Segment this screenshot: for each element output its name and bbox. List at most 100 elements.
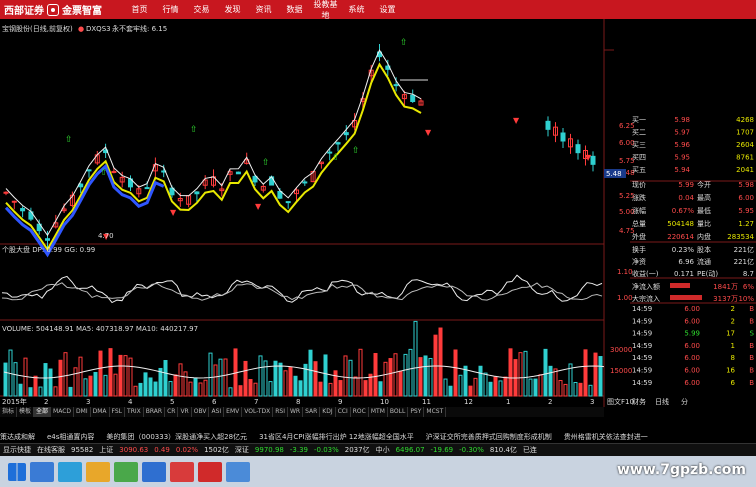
volume-bar: [253, 382, 258, 397]
indicator-tab[interactable]: VR: [178, 407, 192, 417]
volume-bar: [13, 362, 18, 397]
indicator-tab[interactable]: DMA: [91, 407, 110, 417]
menu-item[interactable]: 系统: [348, 5, 365, 14]
indicator-tab[interactable]: MCST: [424, 407, 447, 417]
menu-item[interactable]: 投教基地: [313, 0, 338, 20]
indicator-tab[interactable]: ASI: [209, 407, 225, 417]
sme-index-amount: 810.4亿: [489, 446, 517, 454]
candle-body: [568, 138, 573, 148]
indicator-tab[interactable]: VOL-TDX: [242, 407, 274, 417]
menu-item[interactable]: 交易: [193, 5, 210, 14]
x-axis-label: 4: [128, 398, 133, 406]
windows-start-icon[interactable]: [8, 462, 26, 481]
indicator-tab[interactable]: 全部: [34, 407, 52, 417]
news-headline[interactable]: 策达成和解: [0, 433, 35, 441]
taskbar-app-icon[interactable]: [170, 461, 194, 482]
indicator-tab[interactable]: BOLL: [388, 407, 409, 417]
candle-body: [36, 223, 42, 232]
indicator-tab[interactable]: 指标: [0, 407, 18, 417]
quote-tab[interactable]: 图文F10: [607, 397, 634, 406]
volume-bar: [153, 381, 158, 397]
indicator-tab[interactable]: RSI: [273, 407, 288, 417]
news-headline[interactable]: 31省区4月CPI涨幅排行出炉 12地涨幅超全国水平: [259, 433, 414, 441]
indicator-tab[interactable]: SAR: [303, 407, 321, 417]
sell-signal-icon: ▼: [255, 202, 262, 211]
sz-index-amount: 2037亿: [344, 446, 370, 454]
tick-time: 14:59: [632, 330, 652, 338]
candle-body: [285, 201, 291, 204]
indicator-tab[interactable]: ROC: [351, 407, 369, 417]
menu-item[interactable]: 首页: [131, 5, 148, 14]
candle-body: [252, 175, 258, 183]
menu-item[interactable]: 资讯: [255, 5, 272, 14]
menu-item[interactable]: 数据: [286, 5, 303, 14]
taskbar-app-icon[interactable]: [58, 461, 82, 482]
indicator-tab[interactable]: MTM: [369, 407, 388, 417]
candle-body: [3, 191, 9, 194]
volume-bar: [303, 363, 308, 397]
candle-body: [545, 120, 551, 130]
quote-stat-value: 0.23%: [672, 246, 695, 254]
taskbar-app-icon[interactable]: [30, 461, 54, 482]
chart-area[interactable]: 宝钢股份(日线,前复权) ● DXQS3 永不套牢线: 6.15 ⇧ ⇧ ⇧ ⇧ ⇧ ⇧ ⇧ ▼ ▼ ▼ ▼…: [0, 19, 756, 413]
volume-bar: [543, 348, 548, 397]
volume-bar: [483, 372, 488, 397]
indicator-tab[interactable]: BRAR: [144, 407, 166, 417]
volume-bar: [278, 362, 283, 397]
taskbar-app-icon[interactable]: [198, 461, 222, 482]
indicator-tab[interactable]: DMI: [74, 407, 91, 417]
taskbar-app-icon[interactable]: [114, 461, 138, 482]
news-headline[interactable]: 贵州格雷机关依法查封进一: [563, 433, 648, 441]
menu-item[interactable]: 行情: [162, 5, 179, 14]
brand-name: 西部证券: [4, 6, 44, 17]
indicator-tab[interactable]: MACD: [51, 407, 75, 417]
taskbar-app-icon[interactable]: [142, 461, 166, 482]
volume-bar: [198, 382, 203, 397]
volume-bar: [78, 356, 83, 397]
indicator-tab[interactable]: FSL: [110, 407, 126, 417]
quote-stat-label: 流通: [697, 257, 711, 266]
news-ticker[interactable]: 策达成和解 e4s相通置内容 美的集团（000333）深股通净买入超28亿元 31省区…: [0, 431, 756, 443]
indicator-tab[interactable]: WR: [288, 407, 304, 417]
candle-body: [119, 176, 125, 183]
indicator-tab[interactable]: CCI: [336, 407, 351, 417]
taskbar-app-icon[interactable]: [226, 461, 250, 482]
news-headline[interactable]: 沪深证交所完善质押式回购制度形成机制: [425, 433, 552, 441]
volume-bar: [33, 375, 38, 397]
sell-signal-icon: ▼: [425, 128, 432, 137]
quote-stat-label: 最低: [697, 206, 711, 215]
news-headline[interactable]: e4s相通置内容: [47, 433, 95, 441]
quote-stat-value: 5.95: [738, 207, 754, 215]
indicator-tab[interactable]: KDJ: [320, 407, 336, 417]
indicator-tab[interactable]: EMV: [224, 407, 243, 417]
volume-bar: [168, 381, 173, 397]
indicator-tab[interactable]: CR: [165, 407, 179, 417]
news-headline[interactable]: 美的集团（000333）深股通净买入超28亿元: [106, 433, 248, 441]
volume-bar: [338, 380, 343, 397]
tick-time: 14:59: [632, 305, 652, 313]
indicator-tab[interactable]: OBV: [192, 407, 210, 417]
candle-body: [352, 119, 358, 128]
brand-logo: 西部证券 金票智富: [0, 0, 102, 19]
candle-body: [360, 98, 366, 102]
menu-item[interactable]: 发现: [224, 5, 241, 14]
shortcut-toggle[interactable]: 显示快捷: [3, 446, 31, 454]
taskbar-app-icon[interactable]: [86, 461, 110, 482]
online-service-link[interactable]: 在线客服: [37, 446, 65, 454]
quote-tab[interactable]: 财务: [632, 397, 646, 406]
bid-label: 买二: [632, 129, 646, 137]
tick-time: 14:59: [632, 342, 652, 350]
volume-bar: [293, 375, 298, 397]
candle-body: [575, 144, 581, 154]
indicator-tab[interactable]: 模板: [17, 407, 35, 417]
indicator-tab[interactable]: PSY: [408, 407, 425, 417]
quote-stat-label: 现价: [632, 181, 646, 189]
quote-tab[interactable]: 日线: [655, 397, 669, 406]
tick-volume: 16: [726, 367, 735, 375]
menu-item[interactable]: 设置: [379, 5, 396, 14]
tick-side: S: [750, 330, 755, 338]
indicator-tab[interactable]: TRIX: [125, 407, 144, 417]
quote-tab[interactable]: 分: [681, 397, 688, 406]
volume-bar: [558, 380, 563, 397]
panel3-scale-label: 30000: [610, 346, 632, 354]
